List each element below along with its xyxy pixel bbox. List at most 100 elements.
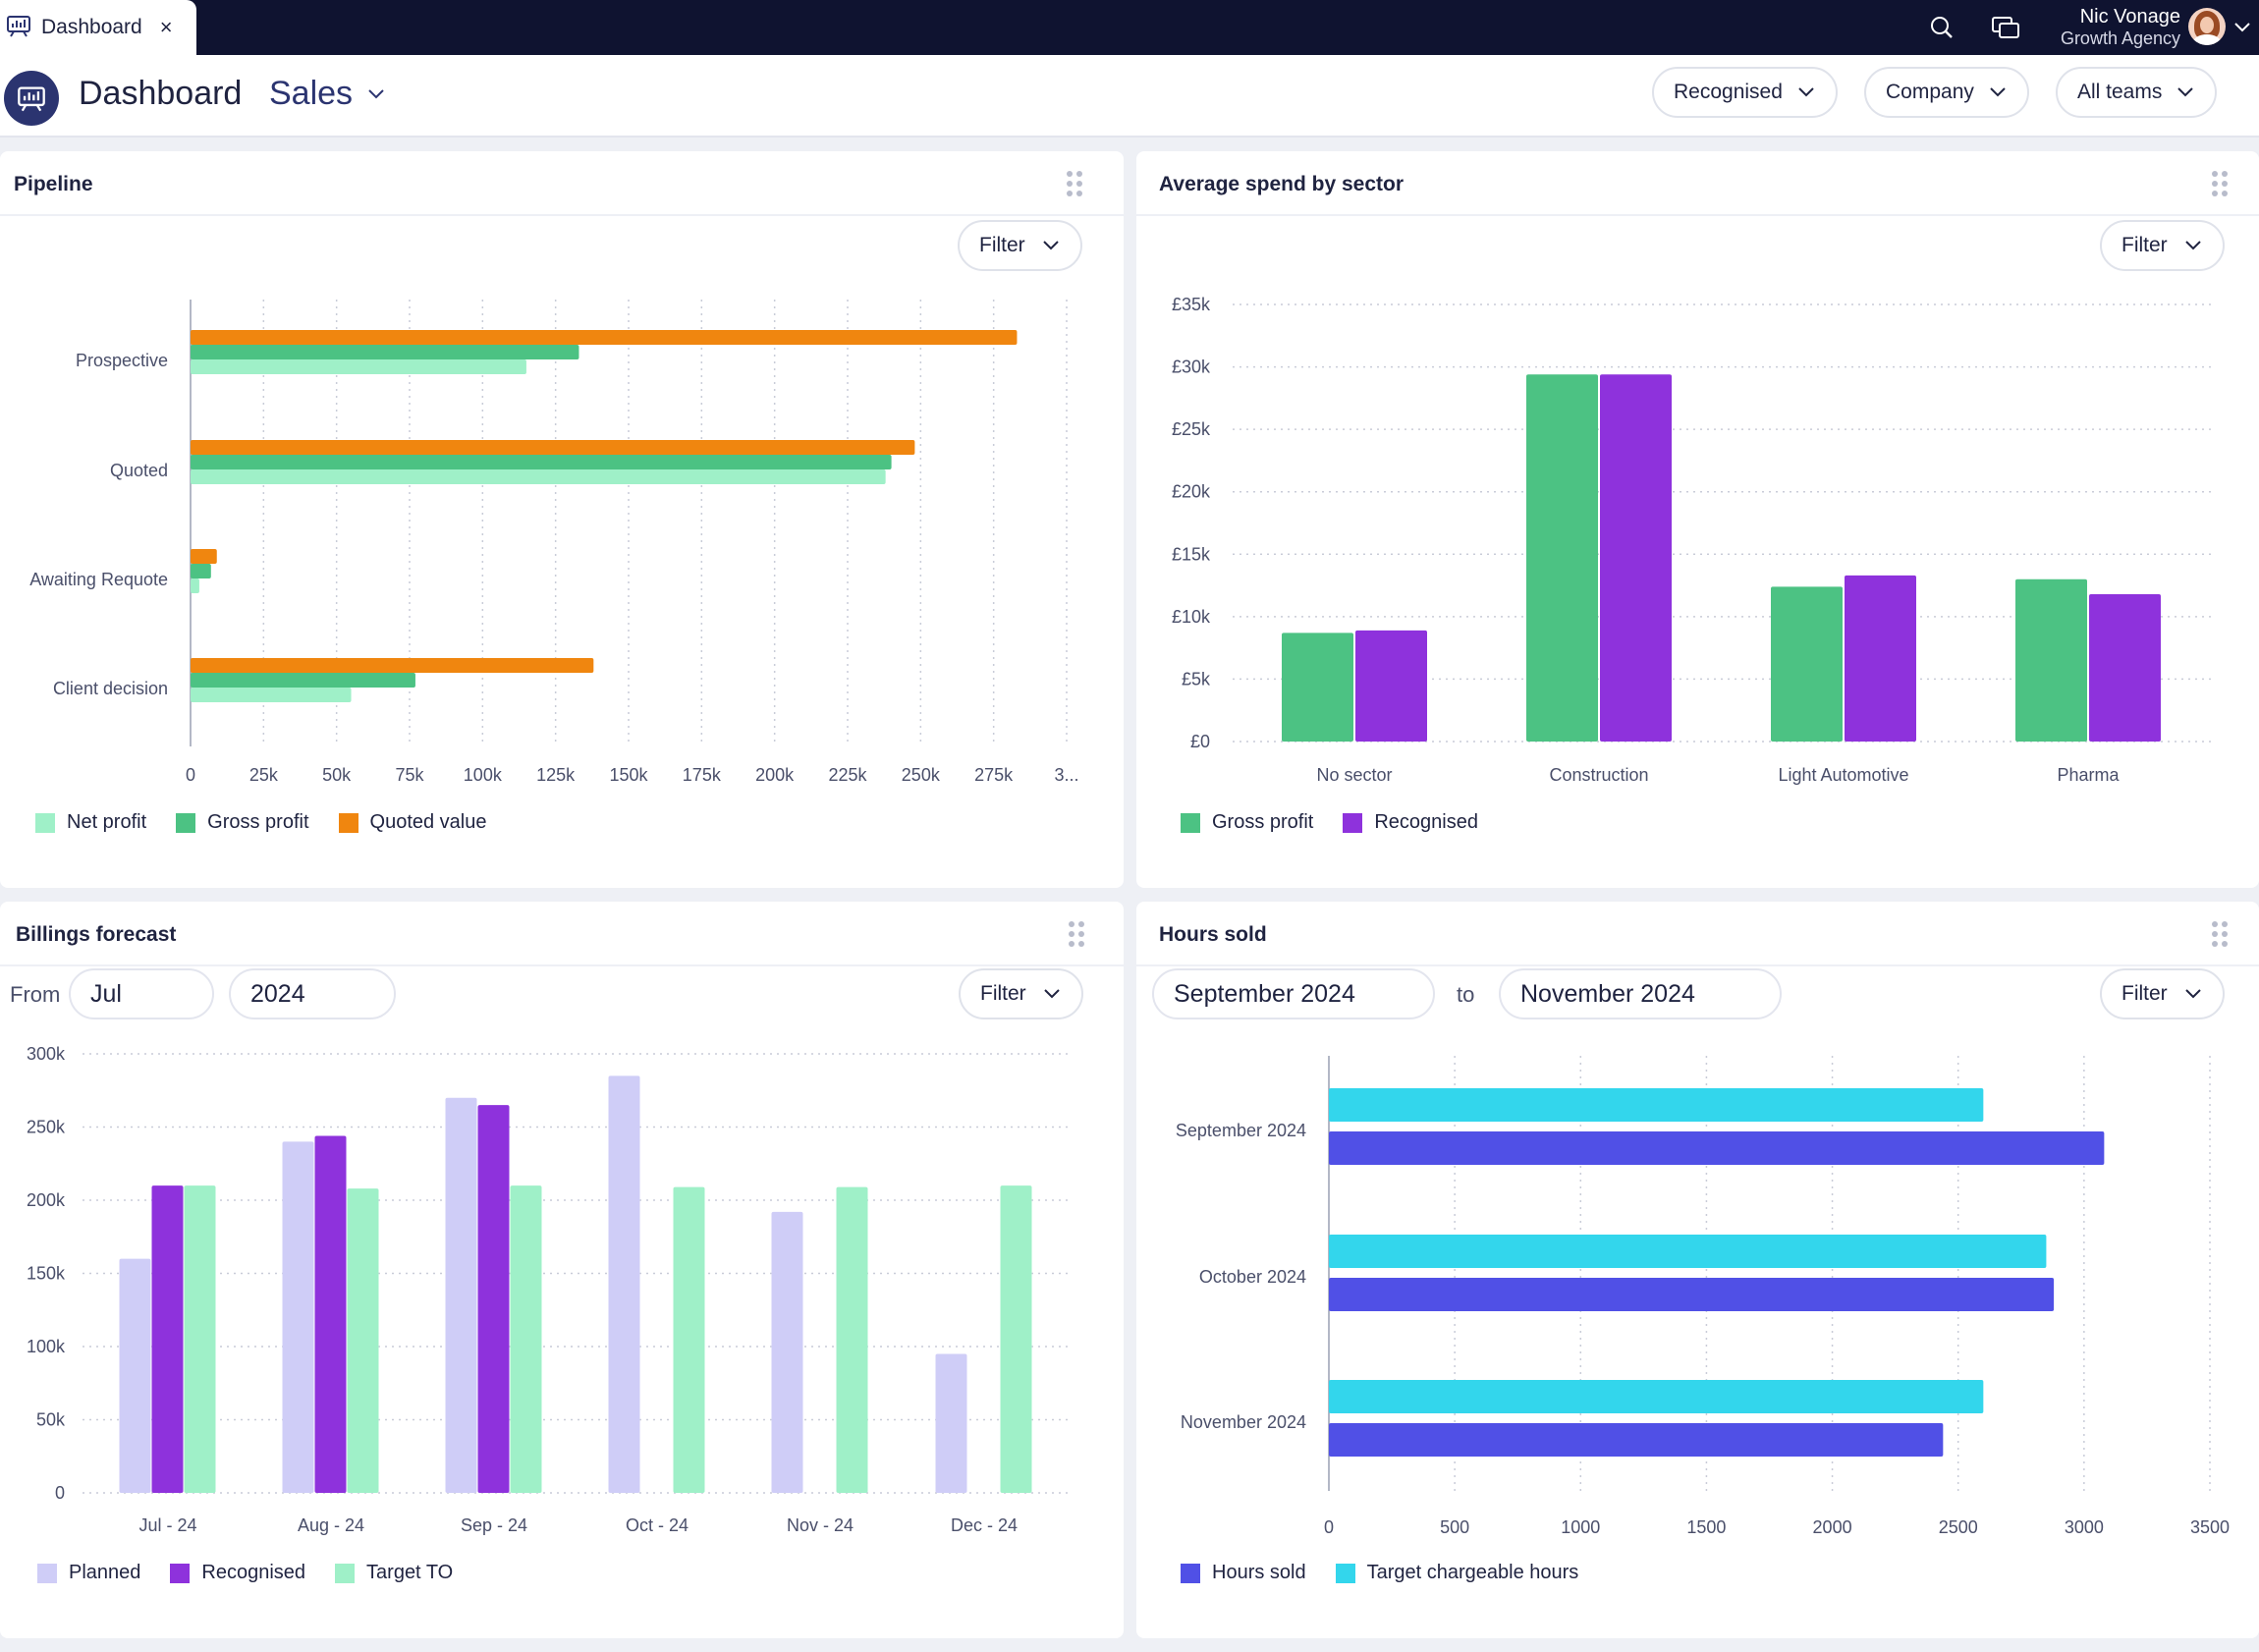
x-tick-label: 3000 <box>2065 1517 2104 1537</box>
bar-net-profit <box>191 688 352 702</box>
bar-target-to <box>184 1185 216 1493</box>
bar-planned <box>282 1141 314 1493</box>
tab-dashboard[interactable]: Dashboard × <box>0 0 196 55</box>
bar-planned <box>608 1075 640 1493</box>
legend-swatch <box>335 1563 356 1583</box>
user-info[interactable]: Nic Vonage Growth Agency <box>2053 6 2180 49</box>
company-dropdown[interactable]: Company <box>1864 67 2029 118</box>
bar-gross-profit <box>1282 633 1353 742</box>
chevron-down-icon <box>2177 87 2194 97</box>
avg-spend-legend: Gross profit Recognised <box>1181 811 1478 834</box>
legend-item-recognised[interactable]: Recognised <box>1343 811 1478 834</box>
x-tick-label: 2500 <box>1939 1517 1978 1537</box>
legend-swatch <box>338 812 358 833</box>
legend-swatch <box>170 1563 191 1583</box>
y-tick-label: £15k <box>1172 544 1211 564</box>
y-tick-label: 50k <box>36 1410 66 1430</box>
bar-target-chargeable-hours <box>1329 1380 1984 1413</box>
from-month-input[interactable]: September 2024 <box>1152 968 1435 1019</box>
legend-item-gross-profit[interactable]: Gross profit <box>176 811 309 834</box>
bar-net-profit <box>191 578 199 593</box>
legend-swatch <box>1343 812 1363 833</box>
hours-legend: Hours sold Target chargeable hours <box>1181 1562 1578 1584</box>
y-tick-label: £25k <box>1172 419 1211 439</box>
category-label: Prospective <box>76 351 168 370</box>
legend-label: Net profit <box>67 811 147 833</box>
bar-planned <box>771 1211 803 1493</box>
pipeline-filter-button[interactable]: Filter <box>958 220 1082 271</box>
search-icon[interactable] <box>1926 12 1957 43</box>
bar-gross-profit <box>1526 374 1598 742</box>
bar-recognised <box>477 1105 510 1493</box>
legend-swatch <box>37 1563 57 1583</box>
to-month-input[interactable]: November 2024 <box>1499 968 1782 1019</box>
close-tab-icon[interactable]: × <box>159 15 173 39</box>
pipeline-card: Pipeline Filter 0 25k 50k 75k 100k 125k 150k 17… <box>0 151 1124 888</box>
y-tick-label: £0 <box>1190 732 1210 751</box>
drag-handle-icon[interactable] <box>1065 169 1084 198</box>
hours-title: Hours sold <box>1159 923 1267 946</box>
drag-handle-icon[interactable] <box>1067 919 1086 949</box>
x-tick-label: No sector <box>1316 765 1392 785</box>
legend-label: Target TO <box>366 1562 454 1583</box>
y-tick-label: £35k <box>1172 295 1211 314</box>
x-tick-label: 225k <box>828 765 867 785</box>
x-tick-label: 175k <box>683 765 722 785</box>
billings-filter-button[interactable]: Filter <box>959 968 1083 1019</box>
windows-icon[interactable] <box>1990 12 2021 43</box>
chevron-down-icon <box>2184 241 2201 250</box>
legend-item-target-chargeable-hours[interactable]: Target chargeable hours <box>1335 1562 1578 1584</box>
category-label: November 2024 <box>1181 1412 1306 1432</box>
legend-item-recognised[interactable]: Recognised <box>170 1562 305 1584</box>
legend-item-planned[interactable]: Planned <box>37 1562 140 1584</box>
year-input[interactable]: 2024 <box>229 968 396 1019</box>
x-tick-label: Pharma <box>2057 765 2120 785</box>
y-tick-label: 150k <box>27 1264 66 1284</box>
bar-recognised <box>1845 575 1916 742</box>
x-tick-label: Oct - 24 <box>626 1515 689 1535</box>
category-label: September 2024 <box>1176 1121 1306 1140</box>
y-tick-label: £20k <box>1172 482 1211 502</box>
recognised-dropdown[interactable]: Recognised <box>1652 67 1838 118</box>
bar-recognised <box>314 1135 347 1493</box>
x-tick-label: Nov - 24 <box>787 1515 854 1535</box>
bar-quoted-value <box>191 440 915 455</box>
chevron-down-icon <box>1798 87 1814 97</box>
legend-item-hours-sold[interactable]: Hours sold <box>1181 1562 1306 1584</box>
bar-quoted-value <box>191 330 1018 345</box>
teams-dropdown-label: All teams <box>2077 81 2163 103</box>
avg-spend-filter-button[interactable]: Filter <box>2100 220 2225 271</box>
recognised-dropdown-label: Recognised <box>1674 81 1783 103</box>
chevron-down-icon[interactable] <box>2230 12 2255 43</box>
billings-chart: 0 50k 100k 150k 200k 250k 300k Jul - 24 Aug - 24… <box>27 1044 1071 1535</box>
legend-swatch <box>1181 1563 1200 1583</box>
bar-quoted-value <box>191 658 594 673</box>
filter-label: Filter <box>979 234 1025 256</box>
pipeline-chart: 0 25k 50k 75k 100k 125k 150k 175k 200k 225k 250k 27… <box>29 300 1079 785</box>
bar-gross-profit <box>191 564 211 578</box>
bar-target-to <box>836 1186 868 1493</box>
x-tick-label: 125k <box>536 765 576 785</box>
legend-swatch <box>1181 812 1200 833</box>
teams-dropdown[interactable]: All teams <box>2056 67 2218 118</box>
avatar[interactable] <box>2188 8 2226 45</box>
legend-item-target-to[interactable]: Target TO <box>335 1562 453 1584</box>
drag-handle-icon[interactable] <box>2210 169 2230 198</box>
x-tick-label: 1000 <box>1561 1517 1600 1537</box>
legend-swatch <box>35 812 55 833</box>
legend-label: Quoted value <box>369 811 487 833</box>
hours-filter-button[interactable]: Filter <box>2100 968 2225 1019</box>
y-tick-label: 300k <box>27 1044 66 1064</box>
company-dropdown-label: Company <box>1886 81 1974 103</box>
drag-handle-icon[interactable] <box>2210 919 2230 949</box>
bar-target-chargeable-hours <box>1329 1235 2047 1268</box>
dashboard-selector[interactable]: Sales <box>269 75 386 113</box>
legend-item-net-profit[interactable]: Net profit <box>35 811 146 834</box>
x-tick-label: 0 <box>186 765 195 785</box>
legend-item-gross-profit[interactable]: Gross profit <box>1181 811 1313 834</box>
filter-label: Filter <box>980 982 1026 1005</box>
legend-item-quoted-value[interactable]: Quoted value <box>338 811 487 834</box>
dashboard-selector-label: Sales <box>269 75 354 112</box>
bar-gross-profit <box>2015 578 2087 742</box>
month-input[interactable]: Jul <box>69 968 214 1019</box>
